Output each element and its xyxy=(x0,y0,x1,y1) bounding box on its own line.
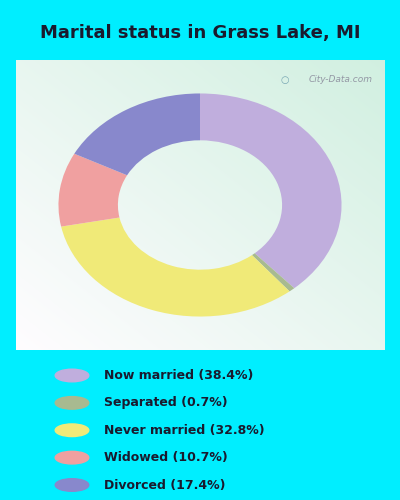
Circle shape xyxy=(55,424,89,436)
Circle shape xyxy=(55,396,89,409)
Text: Never married (32.8%): Never married (32.8%) xyxy=(104,424,265,437)
Text: Now married (38.4%): Now married (38.4%) xyxy=(104,369,253,382)
Text: Separated (0.7%): Separated (0.7%) xyxy=(104,396,228,409)
Text: Marital status in Grass Lake, MI: Marital status in Grass Lake, MI xyxy=(40,24,360,42)
Wedge shape xyxy=(74,94,200,176)
Text: City-Data.com: City-Data.com xyxy=(309,74,373,84)
Circle shape xyxy=(55,452,89,464)
Wedge shape xyxy=(61,218,290,316)
Text: Widowed (10.7%): Widowed (10.7%) xyxy=(104,451,228,464)
Text: ○: ○ xyxy=(281,74,290,85)
Circle shape xyxy=(55,478,89,492)
Wedge shape xyxy=(252,254,294,292)
Wedge shape xyxy=(200,94,342,288)
Wedge shape xyxy=(58,154,127,226)
Circle shape xyxy=(55,369,89,382)
Text: Divorced (17.4%): Divorced (17.4%) xyxy=(104,478,226,492)
